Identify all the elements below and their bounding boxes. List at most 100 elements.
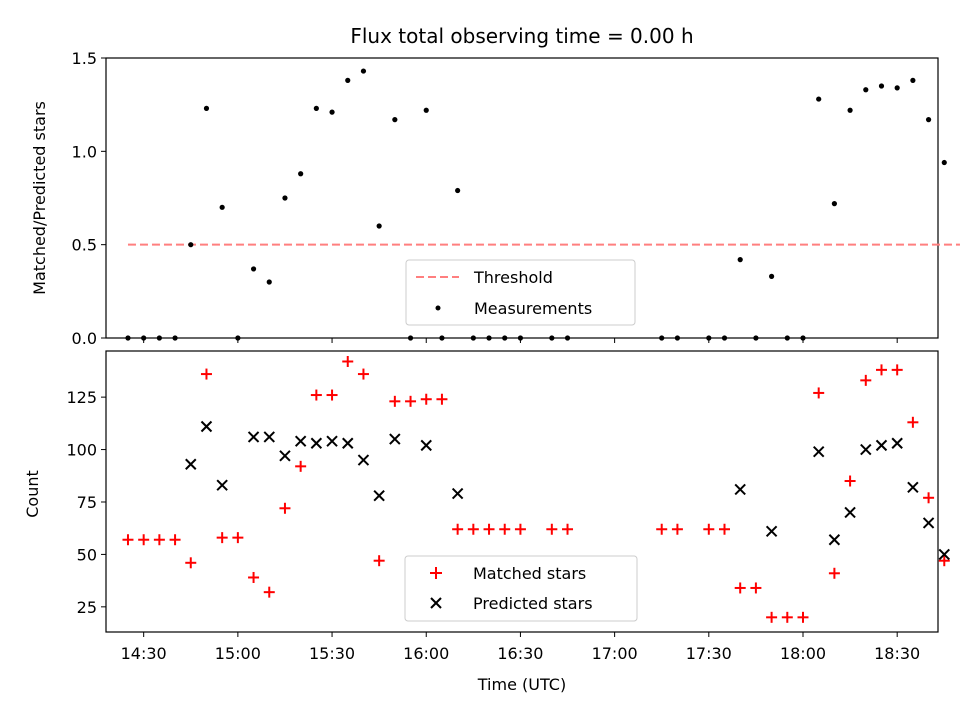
measurement-point bbox=[329, 109, 335, 115]
measurement-point bbox=[235, 335, 241, 341]
matched-stars-point bbox=[671, 523, 683, 535]
matched-stars-point bbox=[467, 523, 479, 535]
measurement-point bbox=[925, 117, 932, 123]
measurement-point bbox=[266, 279, 272, 285]
matched-stars-point bbox=[232, 532, 244, 544]
matched-stars-point bbox=[263, 586, 275, 598]
measurement-point bbox=[894, 85, 900, 91]
measurement-point bbox=[345, 77, 351, 83]
matched-stars-point bbox=[923, 492, 935, 504]
bottom-axes-frame bbox=[105, 350, 939, 633]
top-y-tick-label: 0.5 bbox=[72, 236, 97, 255]
matched-stars-point bbox=[844, 475, 856, 487]
measurement-point bbox=[376, 223, 382, 229]
x-tick-label: 15:00 bbox=[215, 644, 261, 663]
matched-stars-point bbox=[860, 374, 872, 386]
predicted-stars-point bbox=[310, 437, 323, 449]
matched-stars-point bbox=[248, 571, 260, 583]
top-y-tick-label: 0.0 bbox=[72, 329, 97, 348]
matched-stars-point bbox=[169, 534, 181, 546]
predicted-stars-point bbox=[891, 437, 903, 449]
matched-stars-point bbox=[310, 389, 322, 401]
matched-stars-point bbox=[452, 523, 464, 535]
matched-stars-point bbox=[436, 393, 448, 405]
top-legend-box bbox=[405, 259, 636, 326]
matched-stars-point bbox=[499, 523, 511, 535]
measurement-point bbox=[141, 335, 147, 341]
x-tick-label: 18:00 bbox=[780, 644, 826, 663]
matched-legend-label: Matched stars bbox=[473, 564, 586, 583]
measurement-point bbox=[298, 171, 304, 177]
measurement-point bbox=[737, 257, 743, 263]
measurement-point bbox=[721, 335, 728, 341]
top-plot-area bbox=[125, 68, 960, 341]
predicted-stars-point bbox=[263, 431, 275, 443]
matched-stars-point bbox=[153, 534, 165, 546]
bottom-y-tick-label: 75 bbox=[77, 493, 97, 512]
bottom-y-tick-label: 125 bbox=[66, 388, 97, 407]
matched-stars-point bbox=[279, 502, 291, 514]
measurement-point bbox=[360, 68, 367, 74]
measurement-point bbox=[564, 335, 571, 341]
measurements-legend-label: Measurements bbox=[474, 299, 592, 318]
measurement-point bbox=[439, 335, 445, 341]
measurement-point bbox=[486, 335, 492, 341]
predicted-stars-point bbox=[922, 517, 935, 529]
bottom-legend: Matched stars Predicted stars bbox=[404, 555, 638, 622]
measurement-point bbox=[941, 159, 947, 166]
predicted-stars-point bbox=[200, 420, 213, 433]
measurement-point bbox=[392, 117, 398, 123]
measurement-point bbox=[674, 335, 681, 341]
matched-stars-point bbox=[200, 368, 212, 380]
measurement-point bbox=[455, 187, 461, 194]
matched-stars-point bbox=[703, 523, 715, 535]
matched-stars-point bbox=[907, 416, 919, 428]
matched-stars-point bbox=[373, 555, 385, 567]
predicted-stars-point bbox=[326, 435, 338, 447]
matched-stars-point bbox=[326, 389, 338, 401]
predicted-stars-point bbox=[451, 487, 464, 500]
predicted-stars-point bbox=[844, 506, 856, 519]
matched-stars-point bbox=[875, 364, 887, 376]
measurement-point bbox=[706, 335, 712, 341]
matched-stars-point bbox=[828, 567, 840, 579]
matched-stars-point bbox=[781, 611, 793, 623]
matched-stars-point bbox=[813, 387, 825, 399]
predicted-stars-point bbox=[373, 489, 385, 502]
matched-stars-point bbox=[750, 582, 762, 594]
matched-stars-point bbox=[138, 534, 150, 546]
x-tick-label: 17:30 bbox=[686, 644, 732, 663]
x-tick-label: 18:30 bbox=[874, 644, 920, 663]
measurements-legend-swatch bbox=[435, 305, 441, 311]
matched-legend-swatch bbox=[430, 567, 442, 579]
measurement-point bbox=[753, 335, 759, 341]
top-panel: 0.0 0.5 1.0 1.5 Matched/Predicted stars Thr… bbox=[30, 49, 960, 348]
threshold-legend-label: Threshold bbox=[473, 268, 553, 287]
measurement-point bbox=[203, 105, 210, 111]
measurement-point bbox=[282, 195, 288, 201]
measurement-point bbox=[313, 105, 319, 111]
bottom-y-axis-label: Count bbox=[23, 470, 42, 518]
measurement-point bbox=[172, 335, 178, 341]
predicted-stars-point bbox=[279, 450, 291, 462]
x-axis-label: Time (UTC) bbox=[477, 675, 566, 694]
bottom-y-tick-label: 50 bbox=[77, 545, 97, 564]
matched-stars-point bbox=[357, 368, 369, 380]
measurement-point bbox=[769, 273, 775, 279]
matched-stars-point bbox=[719, 523, 731, 535]
x-tick-label: 16:00 bbox=[403, 644, 449, 663]
top-y-tick-label: 1.5 bbox=[72, 49, 97, 68]
matched-stars-point bbox=[122, 534, 134, 546]
matched-stars-point bbox=[389, 395, 401, 407]
matched-stars-point bbox=[562, 523, 574, 535]
measurement-point bbox=[863, 87, 869, 93]
bottom-legend-box bbox=[404, 555, 638, 622]
measurement-point bbox=[470, 335, 476, 341]
predicted-stars-point bbox=[294, 435, 307, 447]
matched-stars-point bbox=[342, 355, 354, 367]
bottom-y-tick-label: 25 bbox=[77, 598, 97, 617]
predicted-stars-point bbox=[216, 479, 228, 491]
matched-stars-point bbox=[420, 393, 432, 405]
top-y-ticks: 0.0 0.5 1.0 1.5 bbox=[72, 49, 106, 348]
measurement-point bbox=[156, 335, 162, 341]
